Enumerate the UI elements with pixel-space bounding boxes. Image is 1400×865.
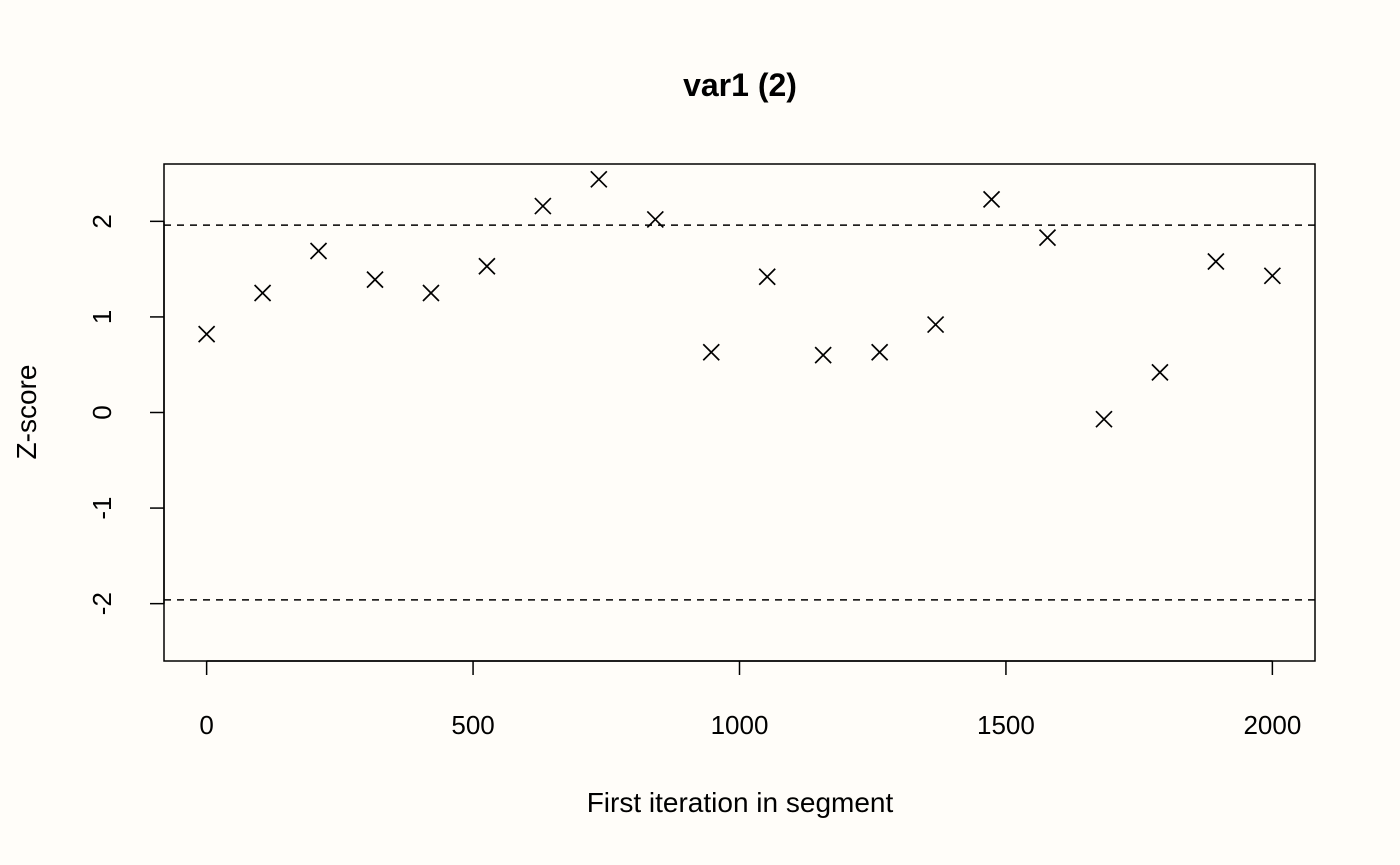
data-point bbox=[1151, 363, 1169, 381]
data-point bbox=[926, 315, 945, 334]
data-point bbox=[478, 257, 496, 275]
data-point bbox=[590, 170, 608, 188]
data-point bbox=[871, 343, 889, 361]
y-tick-label: -2 bbox=[87, 592, 117, 615]
y-axis: -2 -1 0 1 2 bbox=[87, 214, 165, 615]
data-point bbox=[366, 271, 384, 289]
y-axis-label: Z-score bbox=[11, 365, 42, 460]
data-point bbox=[814, 346, 832, 364]
plot-frame bbox=[163, 163, 1316, 662]
data-point bbox=[198, 325, 216, 343]
chart-title: var1 (2) bbox=[683, 67, 797, 103]
data-point bbox=[422, 284, 440, 302]
data-point bbox=[1038, 228, 1057, 247]
data-point bbox=[982, 190, 1001, 208]
reference-lines bbox=[164, 224, 1315, 601]
y-tick-label: 2 bbox=[87, 214, 117, 228]
data-point bbox=[646, 210, 664, 229]
y-tick-label: -1 bbox=[87, 497, 117, 520]
x-axis: 0 500 1000 1500 2000 bbox=[199, 660, 1301, 740]
data-point bbox=[253, 284, 272, 302]
data-point bbox=[758, 268, 776, 286]
y-tick-label: 1 bbox=[87, 310, 117, 324]
x-tick-label: 1500 bbox=[977, 710, 1035, 740]
data-point bbox=[1095, 410, 1113, 428]
x-tick-label: 500 bbox=[451, 710, 494, 740]
data-point bbox=[1207, 252, 1225, 271]
y-tick-label: 0 bbox=[87, 405, 117, 419]
x-tick-label: 2000 bbox=[1243, 710, 1301, 740]
data-point bbox=[534, 197, 552, 215]
data-point bbox=[1263, 267, 1281, 285]
x-tick-label: 1000 bbox=[711, 710, 769, 740]
data-point bbox=[702, 343, 720, 361]
data-point bbox=[309, 242, 328, 260]
x-axis-label: First iteration in segment bbox=[587, 787, 894, 818]
data-points bbox=[198, 170, 1281, 428]
x-tick-label: 0 bbox=[199, 710, 213, 740]
